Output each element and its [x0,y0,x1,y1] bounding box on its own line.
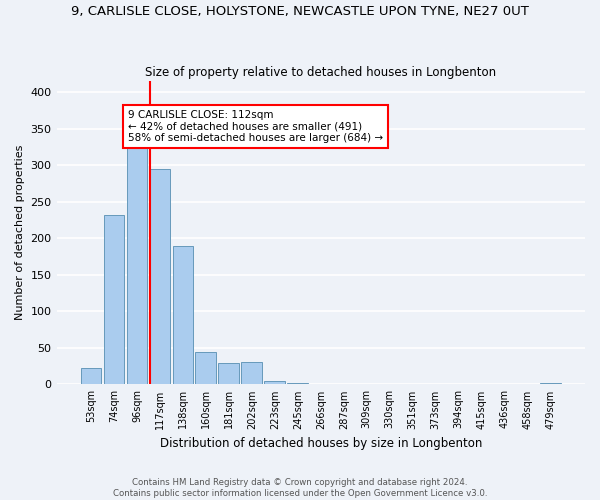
Title: Size of property relative to detached houses in Longbenton: Size of property relative to detached ho… [145,66,496,78]
Y-axis label: Number of detached properties: Number of detached properties [15,145,25,320]
Text: 9 CARLISLE CLOSE: 112sqm
← 42% of detached houses are smaller (491)
58% of semi-: 9 CARLISLE CLOSE: 112sqm ← 42% of detach… [128,110,383,143]
Bar [149,169,170,384]
Bar [540,383,561,384]
Bar [287,383,308,384]
X-axis label: Distribution of detached houses by size in Longbenton: Distribution of detached houses by size … [160,437,482,450]
Bar [173,246,193,384]
Text: 9, CARLISLE CLOSE, HOLYSTONE, NEWCASTLE UPON TYNE, NE27 0UT: 9, CARLISLE CLOSE, HOLYSTONE, NEWCASTLE … [71,5,529,18]
Bar [265,381,285,384]
Bar [241,362,262,384]
Bar [127,147,147,384]
Bar [196,352,216,384]
Bar [80,368,101,384]
Text: Contains HM Land Registry data © Crown copyright and database right 2024.
Contai: Contains HM Land Registry data © Crown c… [113,478,487,498]
Bar [218,363,239,384]
Bar [104,215,124,384]
